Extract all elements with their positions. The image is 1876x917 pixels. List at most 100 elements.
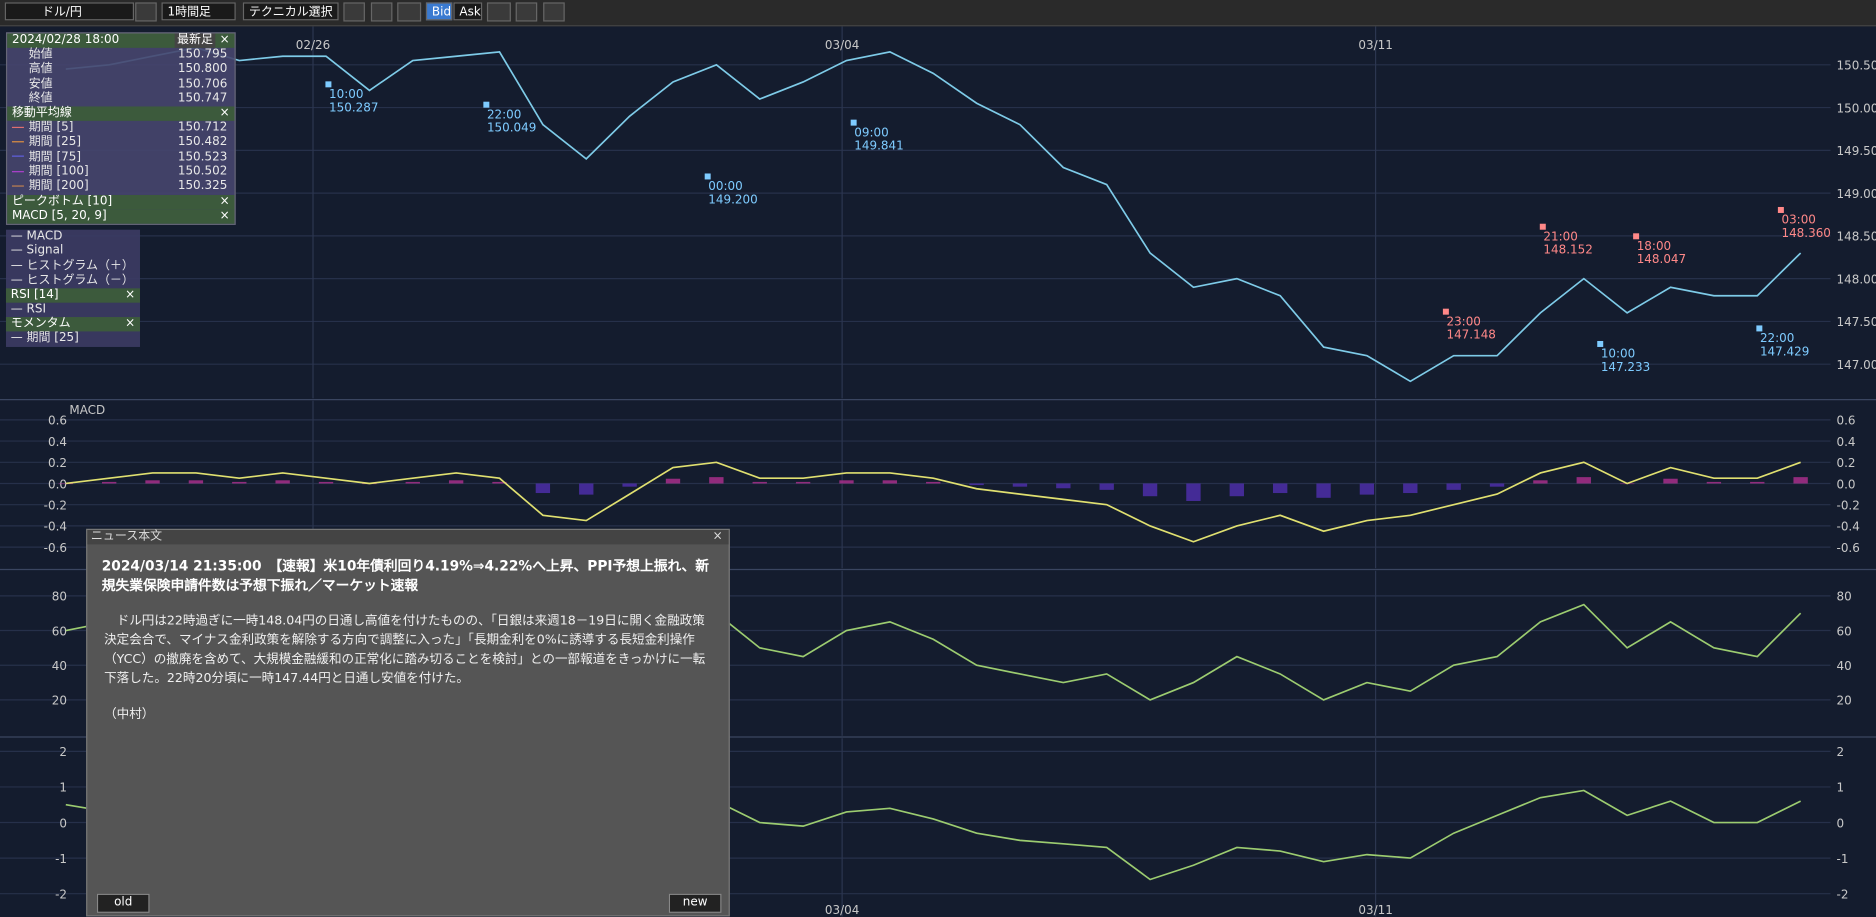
annotation-time: 10:00	[1601, 347, 1635, 361]
ma-label: 期間 [25]	[28, 135, 82, 149]
ma-value: 150.482	[177, 135, 228, 149]
info-header: 2024/02/28 18:00 最新足 ×	[7, 33, 235, 48]
ohlc-value: 150.800	[177, 62, 228, 76]
ohlc-row: 終値 150.747	[7, 92, 234, 107]
rsi-title: RSI [14]	[10, 288, 59, 302]
new-button[interactable]: new	[668, 893, 722, 913]
ma-swatch	[11, 126, 24, 128]
histogram-bar	[1793, 477, 1808, 484]
histogram-bar	[1273, 483, 1288, 494]
ma-value: 150.712	[177, 121, 228, 135]
chart-style[interactable]	[397, 2, 422, 22]
annotation-price: 149.200	[708, 192, 757, 206]
zoom-in[interactable]	[543, 2, 565, 22]
histogram-bar	[926, 481, 941, 484]
ma-row: 期間 [75] 150.523	[7, 150, 234, 165]
bar-datetime: 2024/02/28 18:00	[11, 33, 120, 47]
histogram-bar	[839, 480, 854, 484]
histogram-bar	[1489, 483, 1505, 487]
news-datetime: 2024/03/14 21:35:00	[101, 557, 262, 575]
close-button[interactable]: ×	[219, 194, 230, 208]
annotation-price: 148.152	[1543, 243, 1592, 257]
macd-item-label: ヒストグラム（＋）	[26, 259, 134, 273]
y-tick-label-left: 80	[52, 590, 67, 604]
annotation-marker	[1633, 233, 1640, 240]
peak-title: ピークボトム [10]	[11, 194, 113, 208]
info-panel: 2024/02/28 18:00 最新足 × 始値 150.795 高値 150.800 安…	[5, 32, 236, 225]
x-tick-label-bottom: 03/04	[825, 903, 859, 916]
close-button[interactable]: ×	[219, 33, 230, 47]
x-tick-label: 02/26	[296, 38, 330, 52]
annotation-marker	[1442, 308, 1449, 315]
y-tick-label-left: 0.2	[48, 456, 67, 470]
histogram-bar	[1012, 483, 1028, 487]
annotation-price: 147.233	[1601, 360, 1650, 374]
indicator-tool[interactable]	[486, 2, 511, 22]
y-tick-label-left: 20	[52, 694, 67, 708]
y-tick-label: -0.2	[1837, 498, 1860, 512]
macd-item-label: ヒストグラム（－）	[26, 273, 134, 288]
news-title: ニュース本文	[90, 530, 163, 544]
ask-button[interactable]: Ask	[453, 2, 483, 21]
timeframe-label: 1時間足	[167, 5, 212, 20]
histogram-bar	[1533, 480, 1548, 484]
latest-bar[interactable]: 最新足	[174, 33, 216, 48]
news-panel: ニュース本文 × 2024/03/14 21:35:00 【速報】米10年債利回り…	[86, 528, 730, 917]
macd-item-label: MACD	[26, 229, 63, 243]
news-close[interactable]: ×	[712, 530, 723, 544]
rsi-item: — RSI	[10, 302, 46, 317]
timeframe-select[interactable]: 1時間足	[161, 2, 236, 21]
histogram-bar	[1576, 477, 1591, 484]
histogram-bar	[1446, 483, 1461, 490]
indicator-legend: — MACD — Signal — ヒストグラム（＋） — ヒストグラム（－） RSI …	[5, 229, 140, 347]
old-button[interactable]: old	[96, 893, 150, 913]
annotation-marker	[1756, 325, 1763, 332]
technical-select[interactable]: テクニカル選択	[242, 2, 339, 21]
y-tick-label: 80	[1837, 590, 1852, 604]
y-tick-label: -2	[1837, 887, 1849, 901]
histogram-bar	[622, 483, 637, 487]
ma-value: 150.523	[177, 150, 228, 164]
close-button[interactable]: ×	[219, 208, 230, 223]
histogram-bar	[1706, 481, 1722, 484]
annotation-time: 10:00	[329, 87, 363, 101]
zoom-out[interactable]	[515, 2, 538, 22]
histogram-bar	[1056, 483, 1071, 489]
ohlc-list: 始値 150.795 高値 150.800 安値 150.706 終値 150.747	[7, 48, 234, 107]
y-tick-label: 0.6	[1837, 414, 1856, 428]
close-button[interactable]: ×	[125, 288, 136, 302]
macd-item: — Signal	[10, 244, 64, 258]
histogram-bar	[1403, 483, 1418, 494]
bid-button[interactable]: Bid	[425, 2, 453, 21]
y-tick-label: 60	[1837, 624, 1852, 638]
y-tick-label: 148.50	[1837, 230, 1876, 244]
toolbar: ドル/円 1時間足 テクニカル選択 Bid Ask	[0, 0, 1876, 27]
annotation-price: 150.287	[329, 100, 378, 114]
info-tool[interactable]	[370, 2, 393, 22]
x-tick-label: 03/04	[825, 38, 859, 52]
annotation-price: 147.429	[1760, 344, 1809, 358]
draw-tool[interactable]	[343, 2, 365, 22]
annotation-marker	[850, 119, 857, 126]
close-button[interactable]: ×	[219, 106, 230, 120]
annotation-marker	[325, 81, 332, 88]
y-tick-label: -1	[1837, 852, 1849, 866]
histogram-bar	[1663, 478, 1678, 484]
annotation-price: 148.047	[1637, 252, 1686, 266]
rsi-header: RSI [14] ×	[5, 288, 140, 303]
ma-row: 期間 [200] 150.325	[7, 180, 234, 195]
histogram-bar	[535, 483, 551, 494]
ma-row: 期間 [100] 150.502	[7, 165, 234, 180]
pair-dropdown[interactable]	[135, 2, 157, 22]
ohlc-label: 安値	[28, 77, 53, 91]
annotation-time: 22:00	[487, 107, 521, 121]
histogram-bar	[752, 481, 767, 484]
close-button[interactable]: ×	[125, 317, 136, 331]
annotation-price: 147.148	[1446, 328, 1495, 342]
annotation-price: 148.360	[1781, 226, 1830, 240]
y-tick-label: 149.00	[1837, 187, 1876, 201]
pair-select[interactable]: ドル/円	[4, 2, 135, 21]
histogram-bar	[795, 481, 811, 484]
y-tick-label-left: 2	[59, 745, 67, 759]
ma-swatch	[11, 170, 24, 172]
